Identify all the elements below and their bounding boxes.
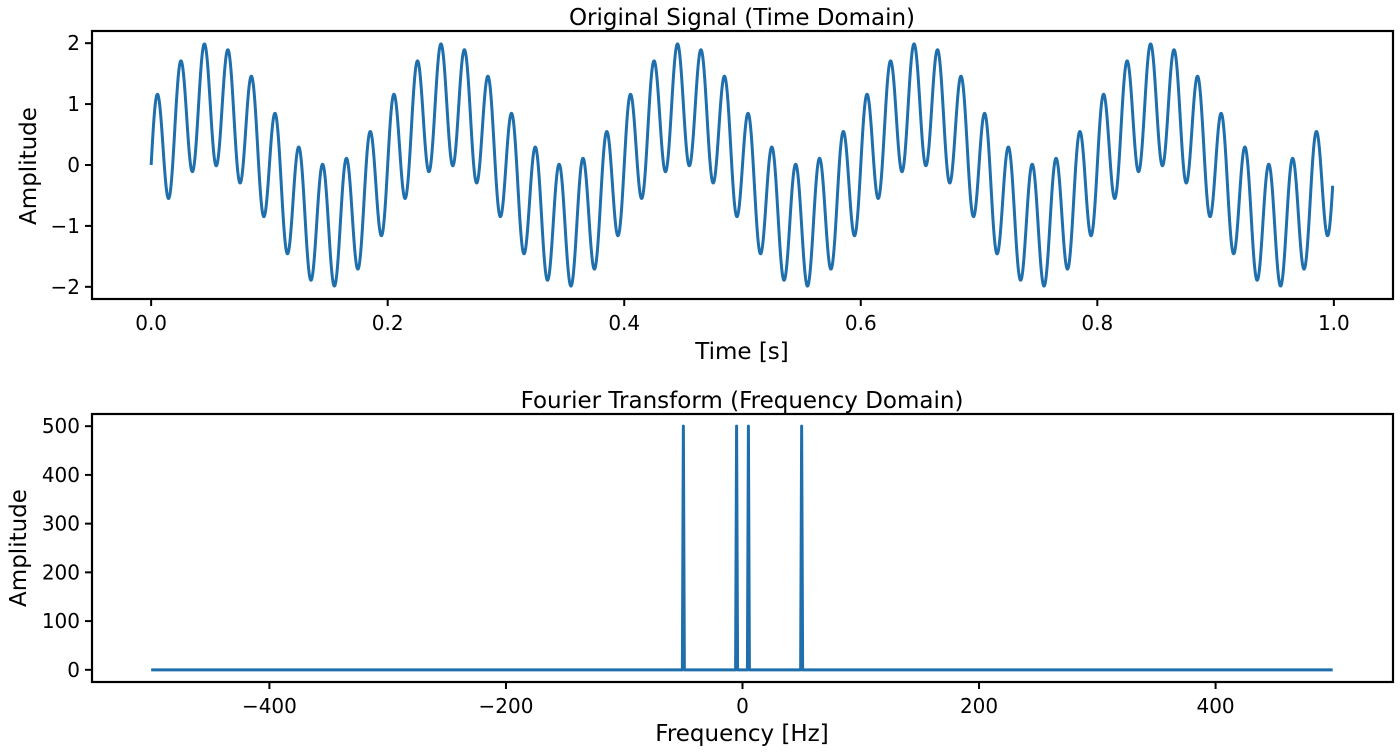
time-domain-plot-area (149, 42, 1335, 288)
frequency-domain-y-tick-label: 300 (42, 512, 80, 536)
frequency-domain-x-tick-label: 200 (960, 694, 998, 718)
frequency-domain-y-tick-label: 100 (42, 609, 80, 633)
time-domain-series-line (149, 42, 1335, 288)
time-domain-x-tick-label: 0.2 (372, 311, 404, 335)
time-domain-y-ticks: −2 −1 0 1 2 (51, 31, 92, 299)
time-domain-x-tick-label: 0.4 (608, 311, 640, 335)
frequency-domain-title: Fourier Transform (Frequency Domain) (521, 388, 964, 414)
time-domain-subplot: Original Signal (Time Domain) 0.0 0.2 0.4 0… (16, 5, 1395, 365)
time-domain-y-tick-label: 1 (67, 92, 80, 116)
frequency-domain-x-axis-label: Frequency [Hz] (655, 721, 828, 747)
frequency-domain-y-ticks: 0 100 200 300 400 500 (42, 414, 92, 682)
time-domain-y-axis-label: Amplitude (16, 107, 42, 225)
frequency-domain-x-tick-label: −400 (242, 694, 297, 718)
frequency-domain-y-tick-label: 200 (42, 560, 80, 584)
time-domain-x-tick-label: 0.0 (135, 311, 167, 335)
frequency-domain-axes-frame (90, 412, 1395, 684)
time-domain-x-axis-label: Time [s] (694, 339, 789, 365)
frequency-domain-y-tick-label: 500 (42, 414, 80, 438)
time-domain-y-tick-label: −1 (51, 214, 80, 238)
frequency-domain-plot-area (151, 424, 1333, 672)
time-domain-x-tick-label: 0.6 (845, 311, 877, 335)
time-domain-x-tick-label: 0.8 (1081, 311, 1113, 335)
frequency-domain-y-tick-label: 400 (42, 463, 80, 487)
time-domain-x-tick-label: 1.0 (1318, 311, 1350, 335)
frequency-domain-x-ticks: −400 −200 0 200 400 (242, 682, 1235, 718)
frequency-domain-subplot: Fourier Transform (Frequency Domain) −40… (6, 388, 1395, 747)
frequency-domain-y-axis-label: Amplitude (6, 489, 32, 607)
frequency-domain-y-tick-label: 0 (67, 658, 80, 682)
time-domain-x-ticks: 0.0 0.2 0.4 0.6 0.8 1.0 (135, 299, 1350, 335)
time-domain-y-tick-label: 0 (67, 153, 80, 177)
frequency-domain-x-tick-label: −200 (478, 694, 533, 718)
time-domain-title: Original Signal (Time Domain) (569, 5, 915, 31)
frequency-domain-series-line (151, 424, 1333, 672)
time-domain-y-tick-label: 2 (67, 31, 80, 55)
frequency-domain-x-tick-label: 0 (736, 694, 749, 718)
frequency-domain-x-tick-label: 400 (1196, 694, 1234, 718)
time-domain-y-tick-label: −2 (51, 275, 80, 299)
